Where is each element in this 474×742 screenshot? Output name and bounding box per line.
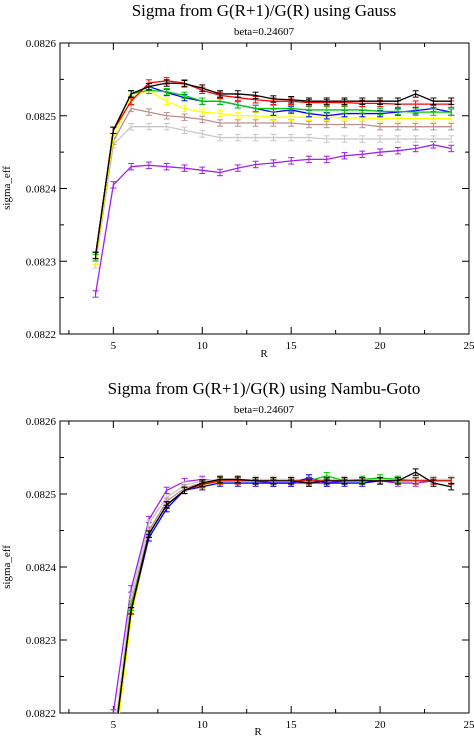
chart-1-plot-frame bbox=[60, 43, 469, 334]
chart-1-ticks: 5 10 15 20 25 0.0822 0.0823 0.0824 0.0825 0.0826 bbox=[26, 38, 474, 352]
chart-2-subtitle: beta=0.24607 bbox=[234, 404, 295, 416]
chart-2-series-1-point bbox=[413, 469, 419, 475]
chart-1-y-tick-label: 0.0826 bbox=[26, 38, 57, 50]
chart-1-subtitle: beta=0.24607 bbox=[234, 26, 295, 38]
chart-1-x-tick-label: 20 bbox=[375, 340, 387, 352]
chart-1-y-tick-label: 0.0824 bbox=[26, 184, 57, 196]
chart-2-y-tick-label: 0.0824 bbox=[26, 562, 57, 574]
chart-1-series-5-point bbox=[164, 98, 170, 104]
chart-2-y-tick-label: 0.0823 bbox=[26, 635, 57, 647]
chart-2-y-tick-label: 0.0825 bbox=[26, 489, 57, 501]
chart-1-x-tick-label: 15 bbox=[286, 340, 298, 352]
chart-1-y-tick-label: 0.0825 bbox=[26, 111, 57, 123]
chart-2-series-3-line bbox=[113, 476, 451, 737]
chart-1-series-6-line bbox=[96, 108, 452, 261]
chart-1-series bbox=[93, 78, 455, 298]
chart-2-x-tick-label: 5 bbox=[111, 719, 117, 731]
chart-1-x-tick-label: 5 bbox=[111, 340, 117, 352]
chart-2-x-axis-label: R bbox=[254, 726, 262, 737]
chart-2-x-tick-label: 20 bbox=[375, 719, 387, 731]
chart-2-plot-frame bbox=[60, 421, 469, 713]
chart-2-x-tick-label: 10 bbox=[197, 719, 209, 731]
chart-2-series bbox=[110, 469, 454, 737]
chart-1-title: Sigma from G(R+1)/G(R) using Gauss bbox=[132, 1, 397, 20]
chart-1-series-1-point bbox=[413, 91, 419, 97]
chart-2-series-6-line bbox=[113, 481, 451, 737]
chart-2-ticks: 5 10 15 20 25 0.0822 0.0823 0.0824 0.0825 0.0826 bbox=[26, 416, 474, 731]
chart-2-series-5-line bbox=[113, 481, 451, 737]
chart-1-y-tick-label: 0.0823 bbox=[26, 256, 57, 268]
chart-2-y-tick-label: 0.0822 bbox=[26, 708, 56, 720]
chart-1-x-tick-label: 25 bbox=[464, 340, 474, 352]
chart-2-series-2-line bbox=[113, 481, 451, 737]
chart-1-x-tick-label: 10 bbox=[197, 340, 209, 352]
chart-1-y-tick-label: 0.0822 bbox=[26, 329, 56, 341]
chart-2-x-tick-label: 15 bbox=[286, 719, 298, 731]
chart-2-title: Sigma from G(R+1)/G(R) using Nambu-Goto bbox=[108, 379, 421, 398]
chart-2-series-4-line bbox=[113, 478, 451, 737]
chart-1-x-axis-label: R bbox=[260, 348, 268, 360]
chart-1-y-axis-label: sigma_eff bbox=[1, 166, 13, 210]
chart-2-y-tick-label: 0.0826 bbox=[26, 416, 57, 428]
chart-2-y-axis-label: sigma_eff bbox=[1, 545, 13, 589]
chart-2-series-8-line bbox=[113, 479, 451, 713]
chart-2-series-7-line bbox=[113, 479, 451, 737]
chart-1-series-8-point bbox=[93, 291, 99, 297]
chart-2-x-tick-label: 25 bbox=[464, 719, 474, 731]
